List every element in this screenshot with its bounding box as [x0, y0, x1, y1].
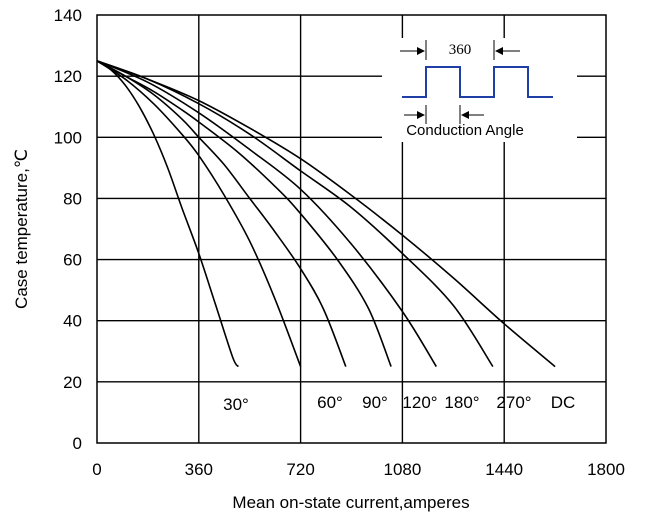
inset-caption: Conduction Angle	[406, 122, 524, 139]
inset-background	[382, 38, 577, 142]
curve-label: 270°	[496, 393, 531, 412]
y-tick-label: 80	[63, 189, 82, 208]
x-tick-label: 1800	[587, 460, 625, 479]
inset-waveform	[402, 66, 553, 98]
x-tick-label: 1080	[383, 460, 421, 479]
x-tick-label: 360	[185, 460, 213, 479]
curve-180°	[96, 60, 437, 368]
y-tick-label: 60	[63, 251, 82, 270]
curve-label: 180°	[444, 393, 479, 412]
curve-120°	[96, 60, 392, 367]
curve-label: 60°	[317, 393, 343, 412]
y-axis-title: Case temperature,℃	[12, 149, 31, 309]
curve-label: DC	[551, 393, 576, 412]
y-tick-label: 100	[54, 128, 82, 147]
curves	[96, 60, 556, 368]
conduction-angle-inset: 360 Conduction Angle	[382, 38, 577, 142]
curve-label: 120°	[402, 393, 437, 412]
x-tick-label: 720	[286, 460, 314, 479]
plot-frame	[96, 14, 607, 444]
y-tick-label: 20	[63, 373, 82, 392]
inset-dim-arrow-left-head	[417, 47, 425, 55]
y-tick-label: 40	[63, 312, 82, 331]
y-tick-labels: 0 20 40 60 80 100 120 140	[54, 6, 82, 453]
y-tick-label: 120	[54, 67, 82, 86]
curve-label: 30°	[223, 395, 249, 414]
inset-cond-arrow-left-head	[417, 111, 425, 119]
x-axis-title: Mean on-state current,amperes	[232, 493, 469, 512]
x-tick-label: 0	[92, 460, 101, 479]
y-tick-label: 0	[73, 434, 82, 453]
inset-dim-arrow-right-head	[495, 47, 503, 55]
curve-labels: 30° 60° 90° 120° 180° 270° DC	[223, 393, 575, 414]
x-tick-label: 1440	[485, 460, 523, 479]
curve-DC	[96, 60, 556, 368]
curve-90°	[96, 60, 347, 367]
curve-30°	[96, 60, 240, 368]
inset-angle-label: 360	[449, 42, 472, 58]
curve-60°	[96, 60, 302, 367]
curve-label: 90°	[362, 393, 388, 412]
x-tick-labels: 0 360 720 1080 1440 1800	[92, 460, 625, 479]
inset-cond-arrow-right-head	[461, 111, 469, 119]
y-tick-label: 140	[54, 6, 82, 25]
